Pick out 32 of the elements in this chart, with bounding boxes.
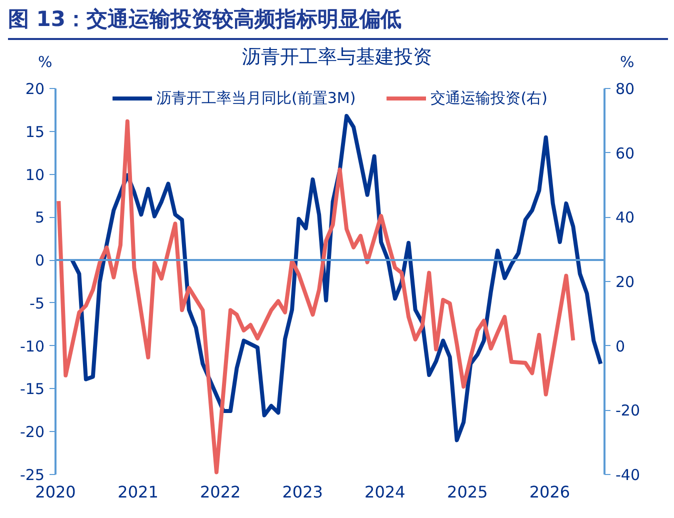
y2-tick-label: 60 (616, 144, 635, 162)
y-axis-title: % (38, 52, 52, 73)
y2-tick-label: -40 (616, 466, 640, 484)
legend-label: 沥青开工率当月同比(前置3M) (156, 88, 356, 108)
y2-axis-title: % (620, 52, 634, 73)
chart-title: 图 13：交通运输投资较高频指标明显偏低 (8, 0, 668, 40)
chart-subtitle: 沥青开工率与基建投资 (242, 46, 432, 68)
y-tick-label: 5 (34, 208, 45, 227)
x-tick-label: 2020 (35, 482, 76, 502)
x-tick-label: 2024 (364, 482, 406, 502)
y-tick-label: 15 (25, 122, 45, 141)
x-tick-label: 2021 (118, 482, 158, 502)
legend-label: 交通运输投资(右) (430, 88, 548, 108)
y2-tick-label: 20 (616, 273, 635, 291)
x-tick-label: 2023 (282, 482, 323, 502)
y-tick-label: -20 (20, 423, 44, 442)
y-tick-label: 0 (34, 252, 45, 270)
line-series (56, 119, 576, 474)
y-tick-label: -15 (20, 380, 44, 398)
y2-tick-label: 40 (616, 208, 635, 227)
y2-tick-label: 0 (616, 337, 626, 356)
x-tick-label: 2026 (529, 482, 570, 502)
y-tick-label: 20 (25, 80, 45, 98)
y-tick-label: -10 (20, 337, 44, 356)
y-tick-label: -5 (30, 294, 45, 312)
x-tick-label: 2022 (200, 482, 241, 502)
line-series (70, 114, 603, 442)
y2-tick-label: 80 (616, 80, 635, 98)
y-tick-label: -25 (20, 466, 44, 484)
x-tick-label: 2025 (447, 482, 488, 502)
y2-tick-label: -20 (616, 402, 640, 420)
y-tick-label: 10 (25, 166, 45, 184)
